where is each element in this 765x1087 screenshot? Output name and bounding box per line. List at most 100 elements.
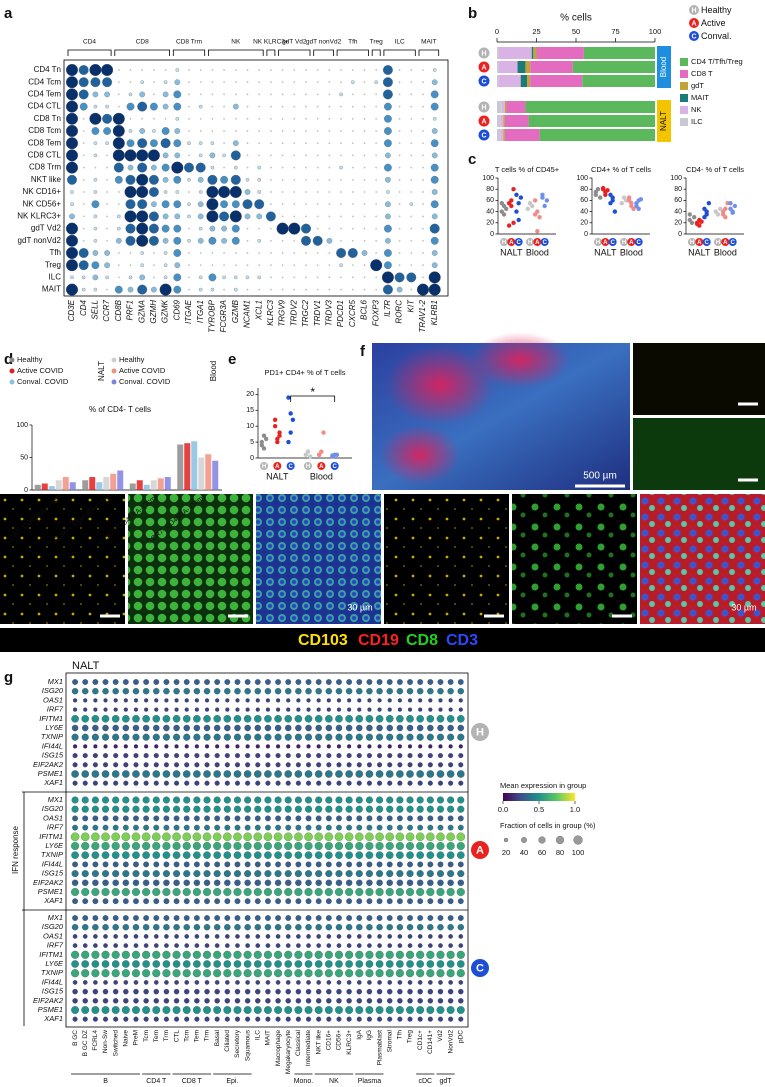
bar-segment	[498, 47, 532, 59]
dot	[375, 960, 384, 968]
dot	[457, 898, 464, 905]
dot	[293, 130, 296, 132]
dot	[285, 934, 291, 939]
dot	[316, 934, 321, 939]
dot	[406, 870, 414, 878]
dot	[183, 915, 190, 921]
dot	[274, 923, 282, 931]
dot	[383, 224, 392, 233]
dot	[416, 879, 424, 887]
dot	[244, 861, 251, 868]
dot	[66, 137, 79, 150]
dot	[245, 744, 250, 749]
dot	[188, 130, 190, 132]
dot	[274, 960, 282, 968]
dot	[198, 287, 203, 292]
dot	[102, 77, 113, 88]
dot	[427, 861, 434, 868]
axis-title: % cells	[560, 13, 592, 24]
dot	[81, 687, 89, 695]
point	[264, 436, 269, 442]
dot	[305, 879, 312, 887]
dot	[122, 879, 130, 887]
dot	[304, 796, 313, 804]
dot	[163, 923, 170, 931]
dot	[106, 288, 108, 291]
dot	[112, 687, 119, 695]
dot	[335, 879, 343, 887]
dot	[254, 824, 261, 831]
dot	[426, 969, 435, 978]
dot	[437, 679, 444, 685]
dot	[142, 923, 150, 931]
dot	[233, 805, 242, 813]
dot	[365, 796, 373, 804]
dot	[422, 191, 424, 193]
dot	[356, 998, 363, 1004]
dot	[397, 980, 403, 985]
dot	[366, 780, 372, 786]
dot	[151, 201, 157, 208]
dot	[386, 923, 393, 931]
dot	[194, 943, 200, 948]
dot	[123, 744, 128, 749]
dot	[456, 841, 465, 851]
size-key	[555, 835, 565, 845]
dot	[356, 934, 362, 939]
dot	[430, 139, 439, 148]
dot	[152, 969, 161, 978]
dot	[223, 142, 225, 144]
dot	[245, 943, 250, 948]
dot	[235, 93, 237, 96]
dot	[365, 870, 373, 878]
dot	[385, 201, 391, 208]
y-tick-label: 40	[580, 208, 588, 215]
dot	[193, 898, 200, 905]
dot	[340, 240, 342, 242]
dot	[233, 733, 242, 741]
y-tick-label: 80	[486, 186, 494, 193]
dot	[422, 142, 424, 144]
dot	[182, 887, 191, 897]
cd8-zoom	[512, 494, 637, 624]
dot	[123, 707, 128, 712]
dot	[385, 960, 394, 968]
dot	[162, 851, 171, 860]
dot	[398, 105, 401, 108]
dot	[203, 1006, 211, 1014]
bar-segment	[517, 61, 526, 73]
dot	[222, 153, 226, 158]
dot	[336, 762, 342, 768]
point	[261, 433, 267, 438]
dot	[229, 185, 242, 198]
dot	[375, 118, 377, 120]
dot	[345, 733, 353, 741]
plot-title: NALT	[72, 660, 100, 672]
dot	[367, 943, 372, 948]
dot	[213, 879, 221, 887]
dot	[416, 923, 424, 931]
dot	[410, 118, 413, 120]
point	[689, 220, 695, 225]
dot	[140, 251, 145, 255]
dot	[264, 714, 272, 723]
dot	[305, 215, 307, 218]
dot	[363, 118, 366, 120]
dot	[78, 260, 89, 271]
dot	[265, 762, 271, 768]
dot	[375, 851, 384, 860]
dot	[376, 687, 383, 695]
dot	[295, 923, 302, 931]
dot	[114, 175, 123, 184]
dot	[152, 733, 160, 741]
dot	[193, 679, 200, 685]
dot	[82, 934, 88, 939]
dot	[305, 118, 307, 120]
dot	[224, 988, 231, 995]
dot	[448, 698, 453, 703]
dot	[112, 861, 119, 868]
row-label: CD4 CTL	[28, 102, 62, 111]
gene-label: NCAM1	[243, 300, 252, 328]
dot	[376, 861, 383, 868]
dot	[334, 841, 344, 851]
